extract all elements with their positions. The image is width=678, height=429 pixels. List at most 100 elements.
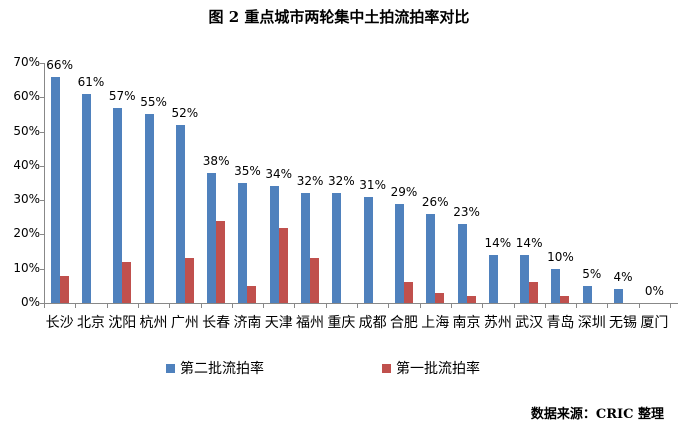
bar-series1 xyxy=(301,193,311,303)
bar-series1 xyxy=(332,193,342,303)
x-tick-label: 长沙 xyxy=(45,315,74,331)
y-tick-label: 30% xyxy=(13,192,40,207)
x-tick-label: 沈阳 xyxy=(108,315,137,331)
y-tick-label: 20% xyxy=(13,226,40,241)
x-tick-mark xyxy=(231,303,233,308)
x-tick-mark xyxy=(670,303,671,308)
bar-series2 xyxy=(122,261,132,303)
x-tick-label: 苏州 xyxy=(483,315,512,331)
x-tick-mark xyxy=(388,303,390,308)
x-tick-mark xyxy=(357,303,358,308)
data-label: 66% xyxy=(46,57,73,72)
x-tick-label: 厦门 xyxy=(640,315,669,331)
data-label: 14% xyxy=(484,236,512,250)
y-axis xyxy=(44,63,45,304)
data-label: 55% xyxy=(140,95,167,110)
data-label: 5% xyxy=(582,266,602,281)
x-axis xyxy=(44,303,678,304)
x-tick-label: 无锡 xyxy=(609,315,638,331)
bar-series1 xyxy=(457,224,467,303)
y-tick-label: 50% xyxy=(13,123,40,138)
data-label: 10% xyxy=(547,249,574,264)
x-tick-label: 深圳 xyxy=(577,315,606,331)
bar-series1 xyxy=(175,124,185,303)
data-source: 数据来源：CRIC 整理 xyxy=(530,407,664,422)
bar-series2 xyxy=(278,227,288,303)
bar-series1 xyxy=(520,255,530,303)
data-label: 29% xyxy=(390,184,418,199)
y-tick-mark xyxy=(40,200,44,202)
bar-series2 xyxy=(435,292,445,303)
bar-series1 xyxy=(363,196,373,303)
data-label: 23% xyxy=(453,205,480,220)
y-tick-label: 10% xyxy=(13,260,40,275)
bar-series1 xyxy=(144,114,154,303)
x-tick-mark xyxy=(450,303,452,308)
data-label: 31% xyxy=(359,177,386,192)
bar-series2 xyxy=(466,296,476,303)
bar-series2 xyxy=(529,282,539,303)
data-label: 57% xyxy=(108,88,136,103)
x-tick-mark xyxy=(263,303,265,308)
chart-title: 图 2 重点城市两轮集中土拍流拍率对比 xyxy=(208,8,470,26)
x-tick-mark xyxy=(200,303,202,308)
bar-series1 xyxy=(614,289,624,303)
data-label: 38% xyxy=(202,153,230,168)
x-tick-mark xyxy=(638,303,640,308)
bar-series2 xyxy=(310,258,320,303)
data-label: 35% xyxy=(234,164,261,178)
x-tick-label: 济南 xyxy=(233,315,262,331)
bar-series2 xyxy=(247,285,257,303)
x-tick-mark xyxy=(106,303,108,308)
y-tick-mark xyxy=(40,97,44,99)
bar-series1 xyxy=(113,107,123,303)
bar-series1 xyxy=(269,186,279,303)
data-label: 32% xyxy=(328,174,355,189)
y-tick-label: 70% xyxy=(13,55,40,69)
x-tick-mark xyxy=(607,303,609,308)
bar-series1 xyxy=(50,76,60,303)
bar-series1 xyxy=(582,285,592,303)
y-tick-label: 60% xyxy=(13,89,40,104)
x-tick-label: 合肥 xyxy=(389,315,418,331)
bar-series1 xyxy=(488,255,498,303)
x-tick-mark xyxy=(75,303,77,308)
legend-swatch-blue xyxy=(166,363,175,373)
data-label: 26% xyxy=(421,194,449,209)
bar-series1 xyxy=(426,213,436,303)
x-tick-label: 天津 xyxy=(264,315,293,331)
x-tick-label: 青岛 xyxy=(546,315,575,331)
x-tick-mark xyxy=(482,303,484,308)
x-tick-label: 重庆 xyxy=(327,315,356,331)
x-tick-mark xyxy=(325,303,327,308)
x-tick-mark xyxy=(137,303,139,308)
legend-label: 第二批流拍率 xyxy=(180,361,264,377)
bar-series2 xyxy=(216,220,226,303)
bar-series1 xyxy=(238,183,248,303)
bar-series2 xyxy=(403,282,413,303)
x-tick-label: 成都 xyxy=(358,315,387,331)
y-tick-label: 40% xyxy=(13,157,40,172)
x-tick-label: 武汉 xyxy=(515,315,544,331)
bar-series1 xyxy=(394,203,404,303)
x-tick-label: 上海 xyxy=(421,315,450,331)
data-label: 52% xyxy=(171,105,199,120)
legend-label: 第一批流拍率 xyxy=(396,361,480,377)
legend-swatch-red xyxy=(382,363,391,373)
y-tick-mark xyxy=(40,268,44,270)
y-tick-mark xyxy=(40,303,44,304)
x-tick-label: 北京 xyxy=(76,315,105,331)
y-tick-label: 0% xyxy=(20,295,40,309)
bar-series2 xyxy=(184,258,194,303)
data-label: 14% xyxy=(515,236,543,250)
x-tick-mark xyxy=(294,303,296,308)
x-tick-mark xyxy=(44,303,45,308)
data-label: 61% xyxy=(77,74,105,89)
x-tick-label: 长春 xyxy=(202,315,231,331)
data-label: 34% xyxy=(265,167,293,182)
x-tick-label: 广州 xyxy=(170,315,199,331)
bar-series1 xyxy=(551,268,561,303)
x-tick-mark xyxy=(576,303,578,308)
x-tick-label: 杭州 xyxy=(139,315,168,331)
data-label: 4% xyxy=(613,270,633,285)
